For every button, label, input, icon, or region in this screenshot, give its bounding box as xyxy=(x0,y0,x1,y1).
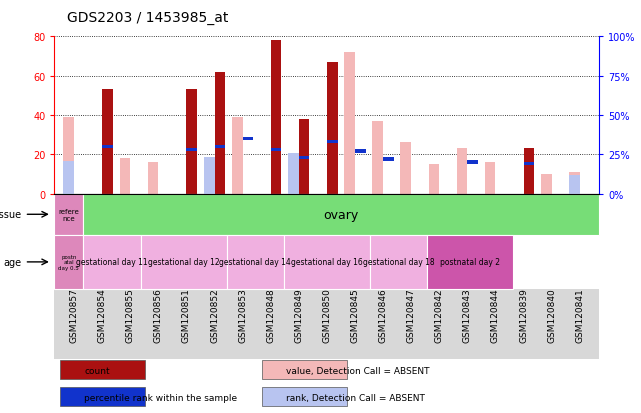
Bar xyxy=(429,165,439,194)
Text: gestational day 11: gestational day 11 xyxy=(76,258,147,267)
Bar xyxy=(243,138,253,141)
Bar xyxy=(327,63,338,194)
Text: count: count xyxy=(85,366,110,375)
Text: gestational day 18: gestational day 18 xyxy=(363,258,435,267)
Text: tissue: tissue xyxy=(0,210,22,220)
Bar xyxy=(370,235,428,289)
Text: value, Detection Call = ABSENT: value, Detection Call = ABSENT xyxy=(286,366,429,375)
Bar xyxy=(102,145,113,149)
Bar xyxy=(372,121,383,194)
Bar xyxy=(524,163,534,166)
Bar xyxy=(456,149,467,194)
Text: gestational day 16: gestational day 16 xyxy=(291,258,363,267)
Bar xyxy=(467,161,478,164)
Bar xyxy=(327,140,338,144)
Bar xyxy=(63,118,74,194)
Bar xyxy=(541,174,552,194)
Bar xyxy=(284,235,370,289)
Bar xyxy=(262,387,347,406)
Bar xyxy=(428,235,513,289)
Bar xyxy=(147,163,158,194)
Text: postnatal day 2: postnatal day 2 xyxy=(440,258,500,267)
Text: refere
nce: refere nce xyxy=(58,208,79,221)
Bar xyxy=(299,156,310,160)
Bar xyxy=(60,387,146,406)
Bar xyxy=(232,118,243,194)
Bar xyxy=(344,53,355,194)
Bar xyxy=(355,150,365,154)
Bar xyxy=(54,194,83,235)
Bar xyxy=(271,41,281,194)
Bar xyxy=(383,158,394,161)
Text: gestational day 14: gestational day 14 xyxy=(219,258,291,267)
Text: postn
atal
day 0.5: postn atal day 0.5 xyxy=(58,254,79,271)
Bar xyxy=(288,153,299,194)
Bar xyxy=(569,175,579,194)
Bar xyxy=(271,148,281,152)
Text: percentile rank within the sample: percentile rank within the sample xyxy=(85,393,238,401)
Bar xyxy=(83,235,140,289)
Bar xyxy=(401,143,411,194)
Text: GDS2203 / 1453985_at: GDS2203 / 1453985_at xyxy=(67,11,229,25)
Bar xyxy=(60,361,146,379)
Bar xyxy=(215,73,225,194)
Bar xyxy=(187,148,197,152)
Text: rank, Detection Call = ABSENT: rank, Detection Call = ABSENT xyxy=(286,393,425,401)
Bar xyxy=(262,361,347,379)
Bar xyxy=(569,173,579,194)
Text: age: age xyxy=(4,257,22,267)
Bar xyxy=(226,235,284,289)
Bar xyxy=(204,158,215,194)
Bar xyxy=(524,149,534,194)
Bar xyxy=(120,159,130,194)
Bar xyxy=(187,90,197,194)
Text: ovary: ovary xyxy=(324,208,359,221)
Bar xyxy=(485,163,495,194)
Bar xyxy=(140,235,226,289)
Text: gestational day 12: gestational day 12 xyxy=(147,258,219,267)
Bar xyxy=(299,120,310,194)
Bar xyxy=(215,145,225,149)
Bar xyxy=(102,90,113,194)
Bar xyxy=(63,161,74,194)
Bar xyxy=(54,235,83,289)
